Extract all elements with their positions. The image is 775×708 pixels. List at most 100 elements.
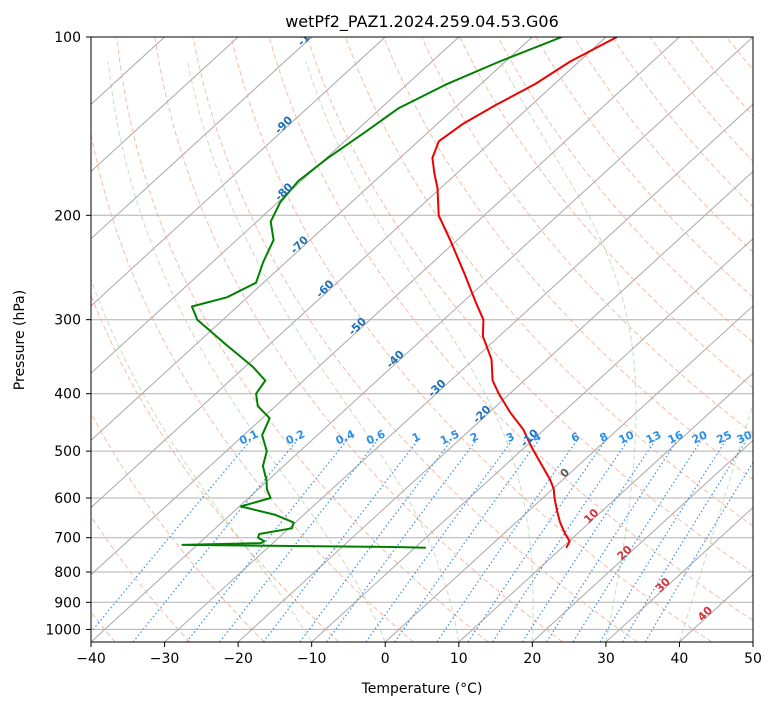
plot-frame — [90, 36, 754, 643]
dry-adiabat-label: -80 — [272, 180, 295, 203]
dry-adiabat-label: -40 — [384, 347, 407, 370]
dry-adiabat-line — [306, 37, 753, 574]
dry-adiabat-label: -50 — [346, 315, 369, 338]
mixing-ratio-line — [326, 440, 477, 642]
x-tick-label: 10 — [450, 651, 468, 667]
dry-adiabat-line — [230, 37, 713, 642]
mixing-ratio-label: 20 — [690, 428, 710, 446]
dry-adiabat-line — [344, 37, 753, 527]
mixing-ratio-line — [132, 440, 298, 642]
mixing-ratio-label: 1 — [410, 430, 422, 445]
background-lines — [91, 37, 775, 642]
dry-adiabat-line — [154, 37, 563, 642]
chart-title: wetPf2_PAZ1.2024.259.04.53.G06 — [285, 12, 559, 32]
x-axis-ticks: −40 −30 −20 −10 0 10 20 30 40 50 — [76, 642, 762, 667]
mixing-ratio-label: 8 — [598, 430, 610, 445]
isotherm-line — [531, 439, 753, 642]
isotherm-line — [91, 37, 460, 374]
moist-adiabat-line — [752, 640, 753, 642]
y-tick-label: 400 — [54, 387, 81, 403]
mixing-ratio-line — [572, 440, 702, 642]
isotherm-line — [164, 103, 753, 642]
dry-adiabat-line — [687, 37, 753, 117]
isotherm-line — [91, 37, 313, 240]
mixing-ratio-line — [91, 440, 251, 633]
moist-adiabat-line — [678, 401, 753, 642]
dry-adiabat-line — [91, 412, 265, 642]
isotherm-line — [91, 37, 607, 509]
mixing-ratio-line — [365, 440, 513, 642]
mixing-ratio-label: 0.2 — [284, 427, 307, 447]
mixing-ratio-line — [467, 440, 606, 642]
moist-adiabat-line — [305, 61, 534, 642]
mixing-ratio-label: 30 — [735, 428, 755, 446]
mixing-ratio-label: 16 — [666, 428, 686, 446]
y-axis-ticks: 1000 900 800 700 600 500 400 300 200 100 — [45, 30, 91, 638]
mixing-ratio-label: 2 — [468, 430, 480, 445]
dry-adiabat-line — [91, 131, 414, 642]
moist-adiabat-line — [107, 61, 386, 642]
mixing-ratio-line — [263, 440, 419, 642]
x-tick-label: −40 — [76, 651, 106, 667]
x-tick-label: 30 — [597, 651, 615, 667]
x-tick-label: 20 — [523, 651, 541, 667]
mixing-ratio-line — [186, 440, 348, 642]
y-tick-label: 1000 — [45, 622, 81, 638]
dry-adiabat-label: -70 — [288, 233, 311, 256]
y-tick-label: 700 — [54, 531, 81, 547]
data-series — [181, 37, 618, 549]
isotherm-line — [605, 506, 753, 642]
dry-adiabat-label: -20 — [470, 403, 493, 426]
dry-adiabat-label: 40 — [695, 603, 715, 623]
isotherm-line — [91, 37, 386, 307]
moist-adiabat-line — [500, 61, 637, 642]
mixing-ratio-line — [622, 440, 747, 642]
y-tick-label: 300 — [54, 313, 81, 329]
dry-adiabat-line — [268, 37, 753, 622]
mixing-ratio-line — [492, 440, 629, 642]
temperature-line — [431, 37, 618, 549]
x-tick-label: −30 — [150, 651, 180, 667]
mixing-ratio-label: 10 — [617, 428, 637, 446]
y-axis-label: Pressure (hPa) — [12, 290, 28, 390]
y-tick-label: 900 — [54, 595, 81, 611]
mixing-ratio-label: 0.6 — [364, 427, 387, 447]
y-tick-label: 800 — [54, 565, 81, 581]
dry-adiabat-line — [611, 37, 753, 208]
x-tick-label: −10 — [297, 651, 327, 667]
dry-adiabat-line — [649, 37, 753, 163]
mixing-ratio-label: 3 — [504, 430, 516, 445]
dry-adiabat-line — [765, 37, 775, 642]
isotherm-line — [91, 37, 533, 441]
dry-adiabat-line — [497, 37, 753, 344]
y-tick-label: 100 — [54, 30, 81, 46]
dry-adiabat-line — [573, 37, 753, 253]
x-tick-label: 50 — [744, 651, 762, 667]
mixing-ratio-line — [644, 461, 753, 642]
dry-adiabat-label: -90 — [272, 113, 295, 136]
y-tick-label: 500 — [54, 444, 81, 460]
x-tick-label: −20 — [223, 651, 253, 667]
mixing-ratio-label: 25 — [715, 428, 734, 446]
dry-adiabat-line — [421, 37, 753, 435]
mixing-ratio-line — [546, 440, 678, 642]
mixing-ratio-line — [599, 440, 727, 642]
x-tick-label: 40 — [671, 651, 689, 667]
mixing-ratio-line — [436, 440, 578, 642]
mixing-ratio-label: 13 — [644, 428, 663, 446]
isotherm-line — [384, 305, 753, 642]
dry-adiabat-label: 20 — [615, 543, 635, 563]
dry-adiabat-label: -30 — [425, 376, 448, 399]
mixing-ratio-label: 36 — [756, 428, 775, 446]
x-tick-label: 0 — [381, 651, 390, 667]
mixing-ratio-label: 1.5 — [438, 427, 461, 447]
dry-adiabat-label: 30 — [653, 575, 673, 595]
moist-adiabat-line — [187, 61, 460, 642]
dry-adiabat-line — [535, 37, 753, 298]
dry-adiabat-label: -100 — [295, 20, 324, 49]
isotherm-line — [237, 170, 753, 642]
isotherm-line — [91, 37, 753, 642]
y-tick-label: 200 — [54, 208, 81, 224]
dewpoint-line — [181, 37, 563, 549]
